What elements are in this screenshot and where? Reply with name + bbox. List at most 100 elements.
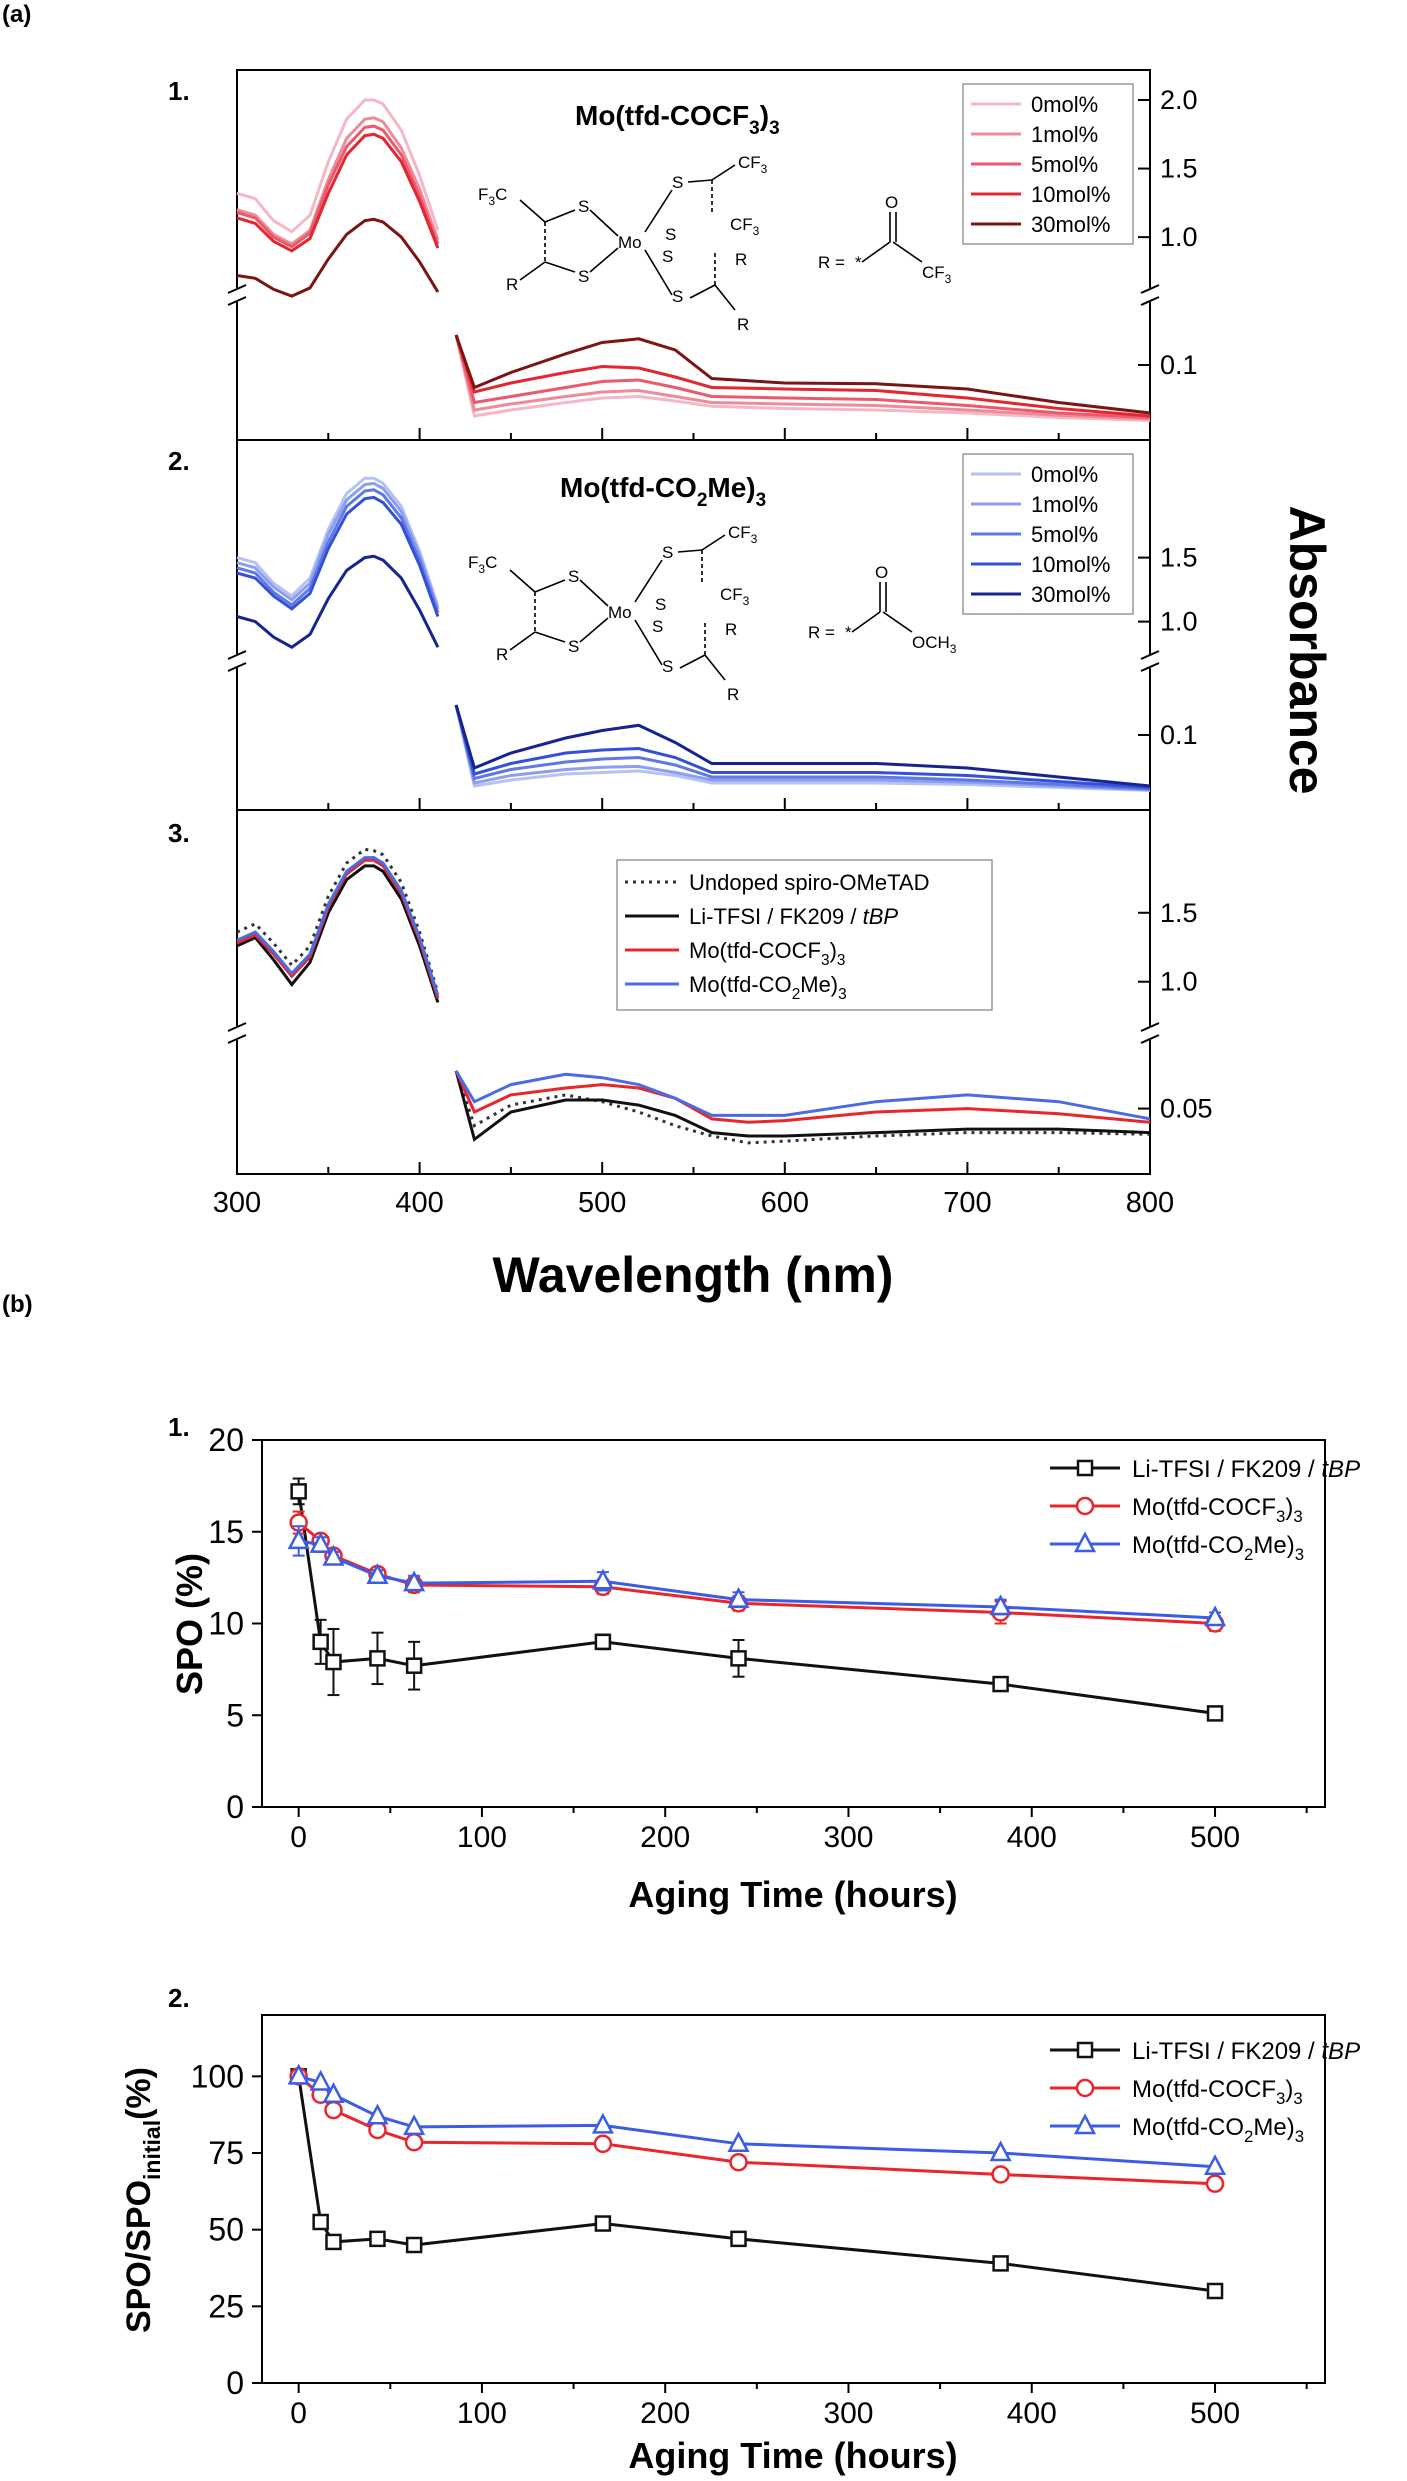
data-point [1203, 2154, 1227, 2176]
axis-break-mark [1140, 662, 1160, 672]
spectrum-line-upper [236, 132, 440, 253]
x-tick-label: 100 [457, 2397, 507, 2430]
svg-text:CF3: CF3 [720, 585, 750, 608]
spectrum-line-upper [236, 856, 440, 996]
svg-text:Mo: Mo [618, 233, 642, 252]
panel-b2-y-axis-title: SPO/SPOinitial(%) [120, 2067, 165, 2333]
legend-label: 30mol% [1031, 582, 1110, 607]
data-point [309, 1531, 332, 1553]
spectrum-line-upper [236, 116, 440, 246]
svg-text:S: S [578, 197, 589, 216]
legend-label: 1mol% [1031, 122, 1098, 147]
data-point [992, 1675, 1009, 1693]
panel-b1: 1. 0 100 200 300 400 500 0 5 10 15 20 Li-TFSI / FK… [168, 1412, 1360, 1915]
y-tick-label: 100 [191, 2058, 244, 2094]
data-point [403, 2114, 426, 2136]
data-point [1206, 2282, 1224, 2300]
y-tick-label: 10 [208, 1606, 244, 1642]
data-point [287, 1528, 310, 1550]
spectrum-line-lower [454, 334, 1151, 422]
panel-a2-title: Mo(tfd-CO2Me)3 [560, 472, 766, 511]
panel-b1-number: 1. [168, 1412, 190, 1442]
series-line [297, 1491, 1216, 1715]
legend-label: 5mol% [1031, 152, 1098, 177]
panel-b2-legend: Li-TFSI / FK209 / tBP Mo(tfd-COCF3)3 Mo(tf… [1050, 2038, 1360, 2146]
legend-box [616, 859, 993, 1011]
legend-label: 10mol% [1031, 182, 1110, 207]
x-tick-label: 500 [578, 1187, 626, 1219]
spectrum-line-lower [454, 1070, 1151, 1124]
svg-text:S: S [672, 287, 683, 306]
axis-break-gap [1142, 654, 1158, 668]
svg-text:R: R [737, 315, 749, 334]
panel-b1-x-axis-title: Aging Time (hours) [628, 1874, 957, 1915]
panel-a2-r-equals: R = [808, 623, 835, 642]
series-line [298, 1539, 1216, 1620]
legend-label: Li-TFSI / FK209 / tBP [1132, 2038, 1360, 2065]
data-point [1203, 1605, 1227, 1627]
data-point [730, 1650, 747, 1667]
y-tick-label: 2.0 [1160, 85, 1198, 115]
data-point [727, 1586, 750, 1608]
panel-a3-y-ticks: 1.5 1.0 0.05 [227, 898, 1213, 1174]
panel-a1-number: 1. [168, 76, 190, 106]
data-point [591, 2112, 614, 2134]
series-line [297, 1521, 1216, 1625]
x-tick-label: 700 [943, 1187, 991, 1219]
spectrum-line-lower [454, 334, 1151, 415]
svg-text:*: * [855, 253, 862, 272]
y-tick-label: 50 [208, 2212, 244, 2248]
data-point [322, 2082, 345, 2103]
y-tick-label: 0.05 [1160, 1094, 1213, 1124]
data-point [1206, 1705, 1224, 1722]
legend-marker [1075, 1496, 1095, 1516]
axis-break-gap [1142, 1026, 1158, 1040]
x-tick-label: 400 [1007, 1821, 1057, 1854]
legend-label: Mo(tfd-CO2Me)3 [689, 972, 847, 1003]
legend-label: Mo(tfd-COCF3)3 [689, 938, 845, 969]
panel-b2-x-axis-title: Aging Time (hours) [628, 2435, 957, 2476]
data-point [989, 2140, 1012, 2162]
axis-break-mark [227, 296, 247, 306]
legend-label: 0mol% [1031, 92, 1098, 117]
y-tick-label: 0 [226, 1789, 244, 1825]
axis-break-mark [227, 1022, 247, 1032]
y-tick-label: 75 [208, 2135, 244, 2171]
legend-label: Li-TFSI / FK209 / tBP [689, 904, 898, 929]
y-tick-label: 0 [226, 2365, 244, 2401]
y-tick-label: 0.1 [1160, 720, 1198, 750]
panel-a3-series [236, 847, 1151, 1145]
data-point [405, 2236, 423, 2254]
panel-a2: 2. Mo(tfd-CO2Me)3 1.5 1.0 0.1 0mol% 1mol% 5m… [168, 439, 1198, 811]
svg-text:R: R [727, 685, 739, 704]
legend-label: Mo(tfd-CO2Me)3 [1132, 1532, 1304, 1564]
y-tick-label: 1.0 [1160, 967, 1198, 997]
axis-break-mark [1140, 1034, 1160, 1044]
axis-break-mark [227, 662, 247, 672]
data-point [727, 2131, 750, 2153]
x-tick-label: 300 [213, 1187, 261, 1219]
part-b-label: (b) [2, 1291, 33, 1318]
x-tick-label: 200 [640, 2397, 690, 2430]
panel-b2: 2. 0 100 200 300 400 500 0 25 50 75 100 Li-TFSI / … [120, 1983, 1360, 2476]
panel-a2-molecule-structure: F3C R S S Mo S S S S CF3 R CF [468, 523, 957, 704]
spectrum-line-upper [236, 864, 440, 1003]
spectrum-line-upper [236, 217, 440, 298]
panel-a-x-axis-title: Wavelength (nm) [493, 1247, 894, 1303]
legend-label: Mo(tfd-COCF3)3 [1132, 1494, 1303, 1526]
svg-text:S: S [655, 595, 666, 614]
svg-text:S: S [662, 657, 673, 676]
spectrum-line-lower [454, 1070, 1151, 1142]
data-point [366, 1563, 389, 1585]
y-tick-label: 0.1 [1160, 350, 1198, 380]
panel-b1-series [287, 1477, 1227, 1722]
axis-break-mark [1140, 284, 1160, 294]
svg-text:F3C: F3C [468, 553, 497, 576]
panel-a1-molecule-structure: F3C R S S Mo S S S S CF3 R CF [478, 153, 952, 334]
x-tick-label: 300 [823, 2397, 873, 2430]
data-point [991, 2165, 1010, 2184]
panel-b2-axes: 0 100 200 300 400 500 0 25 50 75 100 [191, 2058, 1308, 2430]
panel-b2-number: 2. [168, 1983, 190, 2013]
svg-text:S: S [662, 543, 673, 562]
